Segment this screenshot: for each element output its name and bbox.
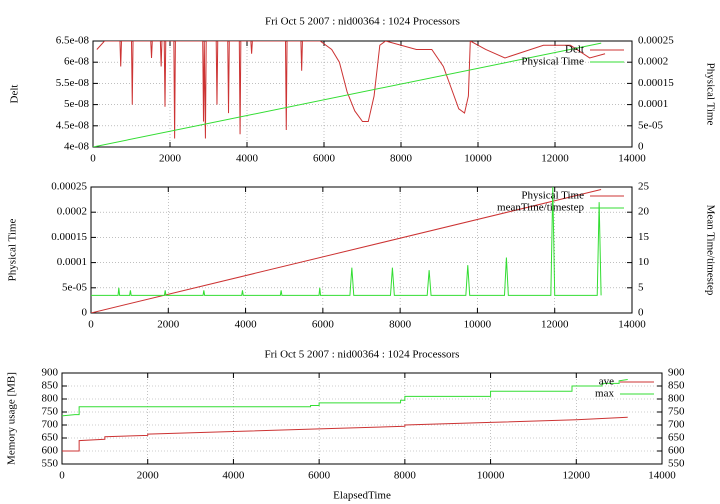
y2-tick-label: 650 bbox=[668, 432, 685, 444]
x-tick-label: 10000 bbox=[464, 153, 492, 165]
x-tick-label: 12000 bbox=[541, 153, 569, 165]
x-tick-label: 10000 bbox=[477, 470, 505, 482]
y-tick-label: 5e-05 bbox=[62, 281, 88, 293]
y2-tick-label: 0.0002 bbox=[638, 56, 668, 68]
y-tick-label: 5.5e-08 bbox=[56, 77, 90, 89]
plot-frame bbox=[61, 372, 663, 465]
series-line bbox=[91, 187, 602, 296]
y-tick-label: 0.00015 bbox=[51, 231, 87, 243]
y-tick-label: 4.5e-08 bbox=[56, 119, 90, 131]
x-tick-label: 0 bbox=[88, 319, 94, 331]
x-tick-label: 12000 bbox=[541, 319, 569, 331]
x-axis-label: ElapsedTime bbox=[333, 490, 391, 502]
x-tick-label: 10000 bbox=[464, 319, 492, 331]
chart-title: Fri Oct 5 2007 : nid00364 : 1024 Process… bbox=[265, 16, 460, 28]
y-tick-label: 5e-08 bbox=[64, 98, 90, 110]
x-tick-label: 14000 bbox=[618, 319, 646, 331]
series-line bbox=[93, 42, 602, 147]
y-tick-label: 0 bbox=[82, 307, 88, 319]
y-tick-label: 4e-08 bbox=[64, 141, 90, 153]
y2-tick-label: 800 bbox=[668, 393, 685, 405]
y-tick-label: 6.5e-08 bbox=[56, 35, 90, 47]
series-line bbox=[96, 41, 606, 139]
x-tick-label: 6000 bbox=[312, 319, 335, 331]
y2-tick-label: 0.0001 bbox=[638, 98, 668, 110]
plot-frame bbox=[92, 40, 633, 148]
y2-tick-label: 700 bbox=[668, 419, 685, 431]
legend-label: Physical Time bbox=[521, 56, 584, 68]
series-line bbox=[62, 416, 628, 452]
y-tick-label: 550 bbox=[42, 458, 59, 470]
x-tick-label: 6000 bbox=[308, 470, 331, 482]
x-tick-label: 12000 bbox=[563, 470, 591, 482]
plot-area bbox=[91, 187, 602, 313]
x-tick-label: 2000 bbox=[159, 153, 182, 165]
x-tick-label: 14000 bbox=[648, 470, 676, 482]
y2-tick-label: 850 bbox=[668, 380, 685, 392]
y-tick-label: 0.00025 bbox=[51, 181, 87, 193]
y2-tick-label: 750 bbox=[668, 406, 685, 418]
y-tick-label: 900 bbox=[42, 367, 59, 379]
y2-tick-label: 5e-05 bbox=[638, 119, 664, 131]
y2-tick-label: 15 bbox=[638, 231, 650, 243]
y-axis-label: Delt bbox=[9, 85, 21, 104]
y-axis-label: Memory usage [MB] bbox=[6, 372, 18, 465]
chart-title: Fri Oct 5 2007 : nid00364 : 1024 Process… bbox=[265, 349, 460, 361]
y2-axis-label: Mean Time/timestep bbox=[704, 205, 716, 296]
legend-label: Delt bbox=[565, 44, 584, 56]
y-axis-label: Physical Time bbox=[7, 219, 19, 282]
y2-tick-label: 10 bbox=[638, 256, 650, 268]
legend-label: meanTime/timestep bbox=[497, 202, 584, 214]
legend-label: Physical Time bbox=[521, 190, 584, 202]
plot-area bbox=[62, 379, 628, 452]
series-line bbox=[91, 189, 602, 313]
x-tick-label: 0 bbox=[90, 153, 96, 165]
y2-tick-label: 550 bbox=[668, 458, 685, 470]
plot-area bbox=[93, 41, 606, 147]
y2-tick-label: 600 bbox=[668, 445, 685, 457]
y-tick-label: 0.0001 bbox=[57, 256, 87, 268]
x-tick-label: 4000 bbox=[222, 470, 245, 482]
y-tick-label: 6e-08 bbox=[64, 56, 90, 68]
y-tick-label: 800 bbox=[42, 393, 59, 405]
plot-frame bbox=[90, 186, 633, 314]
x-tick-label: 8000 bbox=[394, 470, 417, 482]
y2-tick-label: 20 bbox=[638, 206, 650, 218]
y-tick-label: 0.0002 bbox=[57, 206, 87, 218]
y2-tick-label: 0 bbox=[638, 141, 644, 153]
x-tick-label: 8000 bbox=[389, 319, 412, 331]
x-tick-label: 2000 bbox=[157, 319, 180, 331]
legend-label: ave bbox=[599, 376, 614, 388]
y2-tick-label: 0.00015 bbox=[638, 77, 674, 89]
x-tick-label: 8000 bbox=[390, 153, 413, 165]
x-tick-label: 6000 bbox=[313, 153, 336, 165]
y-tick-label: 850 bbox=[42, 380, 59, 392]
y-tick-label: 700 bbox=[42, 419, 59, 431]
y2-tick-label: 0 bbox=[638, 307, 644, 319]
y2-tick-label: 5 bbox=[638, 281, 644, 293]
series-line bbox=[62, 379, 628, 417]
y-tick-label: 650 bbox=[42, 432, 59, 444]
x-tick-label: 2000 bbox=[137, 470, 160, 482]
x-tick-label: 14000 bbox=[618, 153, 646, 165]
x-tick-label: 0 bbox=[59, 470, 65, 482]
y-tick-label: 750 bbox=[42, 406, 59, 418]
y2-tick-label: 900 bbox=[668, 367, 685, 379]
y2-tick-label: 25 bbox=[638, 181, 650, 193]
y2-axis-label: Physical Time bbox=[704, 63, 716, 126]
legend-label: max bbox=[595, 388, 614, 400]
x-tick-label: 4000 bbox=[235, 319, 258, 331]
y2-tick-label: 0.00025 bbox=[638, 35, 674, 47]
y-tick-label: 600 bbox=[42, 445, 59, 457]
x-tick-label: 4000 bbox=[236, 153, 259, 165]
